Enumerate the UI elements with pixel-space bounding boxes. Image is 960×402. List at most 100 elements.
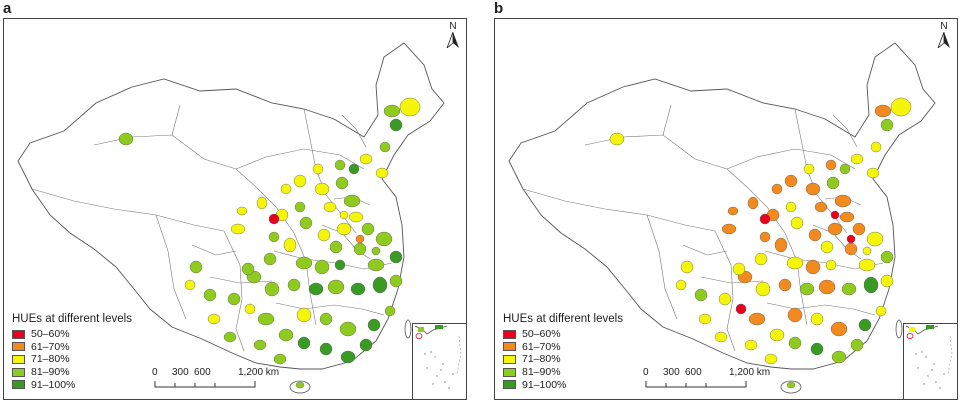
legend-item: 71–80%: [12, 353, 132, 366]
legend-swatch: [12, 354, 25, 364]
city-region: [372, 276, 388, 294]
map-panel-a: N HUEs at different levels 50–60% 61–70%…: [3, 18, 467, 400]
legend-swatch: [503, 380, 516, 390]
city-region: [814, 201, 828, 213]
city-region: [827, 222, 843, 236]
legend-swatch: [503, 342, 516, 352]
province-boundary: [171, 104, 181, 136]
city-region: [399, 97, 421, 117]
city-region: [314, 182, 330, 196]
legend-item: 81–90%: [503, 366, 623, 379]
city-region: [834, 194, 852, 208]
city-region: [694, 288, 708, 302]
city-region: [826, 176, 840, 190]
city-region: [698, 313, 712, 325]
city-region: [680, 260, 694, 274]
city-region: [355, 234, 365, 244]
city-region: [268, 231, 280, 243]
province-boundary: [209, 276, 273, 284]
province-boundary: [341, 114, 367, 148]
city-region: [336, 222, 352, 236]
city-region: [788, 336, 802, 350]
city-region: [314, 259, 330, 275]
legend-label: 91–100%: [522, 378, 567, 391]
city-region: [771, 183, 783, 195]
city-region: [273, 353, 287, 365]
city-region: [294, 201, 306, 213]
province-boundary: [646, 214, 678, 320]
legend-label: 50–60%: [31, 328, 70, 341]
legend-label: 61–70%: [31, 340, 70, 353]
city-region: [748, 312, 766, 326]
legend-title: HUEs at different levels: [503, 313, 623, 325]
city-region: [278, 328, 294, 342]
city-region: [375, 167, 389, 179]
city-region: [295, 256, 313, 270]
city-region: [870, 141, 882, 153]
city-region: [825, 259, 837, 271]
city-region: [223, 331, 237, 343]
city-region: [389, 250, 403, 264]
city-region: [319, 342, 333, 356]
city-region: [383, 104, 401, 118]
province-boundary: [832, 114, 858, 148]
city-region: [367, 318, 381, 332]
city-region: [244, 303, 256, 315]
legend-title: HUEs at different levels: [12, 313, 132, 325]
legend-item: 50–60%: [12, 328, 132, 341]
city-region: [367, 258, 385, 272]
city-region: [880, 118, 894, 132]
city-region: [371, 246, 381, 256]
city-region: [825, 159, 837, 171]
city-region: [850, 338, 864, 352]
city-region: [299, 216, 313, 230]
city-region: [808, 228, 822, 242]
city-region: [735, 303, 747, 315]
city-region: [230, 223, 246, 235]
city-region: [361, 222, 375, 236]
city-region: [334, 159, 346, 171]
city-region: [805, 182, 821, 196]
legend-swatch: [503, 367, 516, 377]
city-region: [769, 328, 785, 342]
legend-item: 50–60%: [503, 328, 623, 341]
city-region: [841, 282, 857, 296]
scale-tick: 600: [685, 367, 702, 378]
city-region: [784, 174, 798, 188]
city-region: [268, 213, 280, 225]
province-boundary: [155, 214, 187, 320]
province-boundary: [255, 186, 317, 326]
city-region: [799, 282, 815, 296]
city-region: [359, 338, 373, 352]
legend-label: 71–80%: [31, 353, 70, 366]
city-region: [312, 163, 324, 175]
city-region: [256, 196, 268, 210]
legend-swatch: [12, 367, 25, 377]
city-region: [675, 279, 687, 291]
scale-tick: 0: [643, 367, 649, 378]
legend-swatch: [12, 380, 25, 390]
province-boundary: [700, 276, 764, 284]
city-region: [353, 242, 367, 256]
city-region: [236, 206, 248, 216]
city-region: [880, 250, 894, 264]
city-region: [340, 350, 356, 364]
city-region: [721, 223, 737, 235]
taiwan-island: [895, 319, 903, 339]
map-panel-b: N HUEs at different levels 50–60% 61–70%…: [494, 18, 958, 400]
north-arrow-b: N: [935, 21, 953, 51]
province-boundary: [746, 186, 808, 326]
city-region: [257, 312, 275, 326]
city-region: [334, 259, 346, 271]
city-region: [874, 104, 892, 118]
city-region: [778, 278, 792, 292]
city-region: [283, 237, 297, 253]
scale-bar-a: 0 300 600 1,200 km: [152, 367, 284, 395]
province-boundary: [714, 230, 736, 352]
province-boundary: [191, 244, 237, 256]
north-label: N: [940, 21, 948, 32]
city-region: [295, 381, 305, 389]
city-region: [880, 274, 894, 288]
city-region: [184, 279, 196, 291]
city-region: [339, 321, 357, 337]
